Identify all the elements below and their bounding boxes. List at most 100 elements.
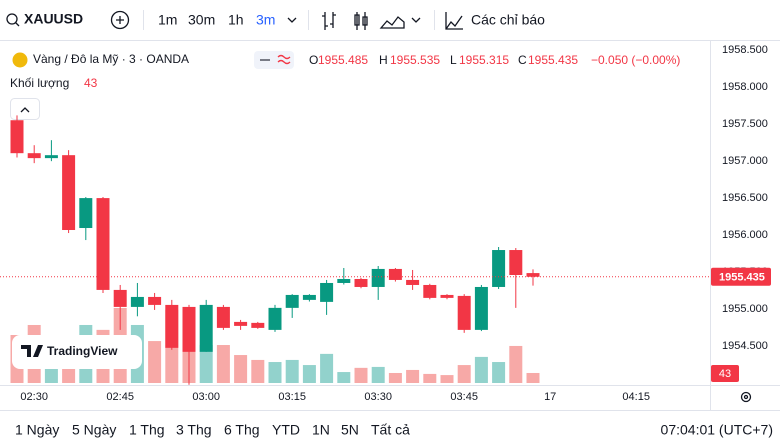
range-button[interactable]: 5 Ngày: [72, 422, 116, 438]
y-tick-label: 1956.500: [722, 192, 768, 204]
range-button[interactable]: 5N: [341, 422, 359, 438]
candle-body: [388, 268, 402, 280]
x-tick-label: 03:30: [364, 391, 392, 403]
ohlc-key: O: [309, 53, 318, 67]
watermark: [12, 335, 142, 369]
indicators-icon[interactable]: [445, 12, 463, 30]
candle-body: [474, 286, 488, 330]
volume-bar: [406, 369, 420, 383]
interval[interactable]: 1m: [158, 12, 177, 28]
last-price-label: 1955.435: [719, 272, 765, 284]
y-tick-label: 1954.500: [722, 340, 768, 352]
interval[interactable]: 30m: [188, 12, 215, 28]
candle-body: [96, 198, 110, 290]
y-tick-label: 1955.000: [722, 303, 768, 315]
candle-body: [10, 120, 24, 154]
last-volume-label: 43: [719, 368, 731, 380]
volume-bar: [371, 366, 385, 383]
volume-bar: [440, 375, 454, 383]
candle-body: [62, 155, 76, 231]
symbol-logo: [12, 52, 28, 68]
ohlc-open: 1955.485: [318, 53, 368, 67]
candle-body: [268, 307, 282, 330]
volume-bar: [492, 362, 506, 383]
last-price-box: [711, 267, 771, 286]
interval[interactable]: 1h: [228, 12, 244, 28]
range-button[interactable]: 1 Thg: [129, 422, 165, 438]
candle-body: [509, 250, 523, 275]
volume-bar: [285, 359, 299, 383]
y-tick-label: 1957.000: [722, 155, 768, 167]
ohlc-high: 1955.535: [390, 53, 440, 67]
y-tick-label: 1958.500: [722, 44, 768, 56]
candle-body: [423, 284, 437, 298]
candle-layer: [10, 115, 540, 385]
chart-type-menu[interactable]: [411, 17, 421, 23]
candle-body: [199, 304, 213, 352]
x-tick-label: 17: [544, 391, 556, 403]
candle-body: [182, 306, 196, 352]
candle-body: [440, 294, 454, 298]
interval-active[interactable]: 3m: [256, 12, 275, 28]
volume-bar: [234, 355, 248, 383]
legend-badge: [277, 54, 291, 65]
ohlc-change: −0.050 (−0.00%): [591, 53, 680, 67]
ohlc-key: L: [450, 53, 457, 67]
y-tick-label: 1957.500: [722, 118, 768, 130]
interval-menu[interactable]: [287, 17, 297, 23]
settings-icon[interactable]: [740, 391, 752, 403]
candles-icon[interactable]: [354, 12, 368, 30]
candle-body: [79, 198, 93, 229]
candle-body: [27, 153, 41, 159]
candle-body: [337, 278, 351, 283]
bars-icon[interactable]: [322, 12, 336, 30]
y-tick-label: 1956.000: [722, 229, 768, 241]
add-symbol: [116, 16, 124, 24]
legend-badge[interactable]: [254, 51, 294, 69]
volume-bar: [199, 345, 213, 383]
ohlc-close: 1955.435: [528, 53, 578, 67]
candle-body: [285, 294, 299, 308]
search-icon[interactable]: [6, 13, 18, 25]
ohlc-low: 1955.315: [459, 53, 509, 67]
symbol[interactable]: XAUUSD: [24, 11, 83, 27]
range-button[interactable]: 6 Thg: [224, 422, 260, 438]
ohlc-key: C: [518, 53, 527, 67]
x-tick-label: 02:45: [106, 391, 134, 403]
range-button[interactable]: 3 Thg: [176, 422, 212, 438]
candle-body: [354, 278, 368, 287]
volume-bar: [526, 372, 540, 383]
volume-bar: [337, 372, 351, 383]
candle-body: [406, 279, 420, 285]
candle-body: [302, 294, 316, 300]
watermark-logo: [21, 345, 43, 357]
volume-bar: [268, 362, 282, 383]
x-tick-label: 03:45: [450, 391, 478, 403]
range-button[interactable]: Tất cả: [371, 422, 410, 438]
volume-bar: [423, 373, 437, 383]
volume-bar: [216, 345, 230, 383]
symbol-description[interactable]: Vàng / Đô la Mỹ · 3 · OANDA: [33, 52, 189, 66]
range-button[interactable]: 1 Ngày: [15, 422, 59, 438]
indicators[interactable]: Các chỉ báo: [471, 12, 545, 28]
range-button[interactable]: YTD: [272, 422, 300, 438]
volume-legend[interactable]: Khối lượng: [10, 76, 69, 90]
volume-bar: [302, 365, 316, 383]
search-icon: [15, 22, 20, 27]
volume-bar: [251, 359, 265, 383]
collapse-button[interactable]: [10, 98, 40, 120]
range-button[interactable]: 1N: [312, 422, 330, 438]
volume-bar: [474, 356, 488, 383]
candle-body: [320, 282, 334, 302]
candle-body: [113, 289, 127, 307]
y-tick-label: 1958.000: [722, 81, 768, 93]
clock[interactable]: 07:04:01 (UTC+7): [661, 422, 773, 438]
watermark-text: TradingView: [47, 344, 118, 358]
volume-bar: [509, 345, 523, 383]
area-icon[interactable]: [379, 16, 405, 29]
add-symbol[interactable]: [110, 10, 130, 30]
x-tick-label: 04:15: [622, 391, 650, 403]
volume-bar: [320, 353, 334, 383]
volume-bar: [354, 367, 368, 383]
volume-bar: [457, 365, 471, 383]
